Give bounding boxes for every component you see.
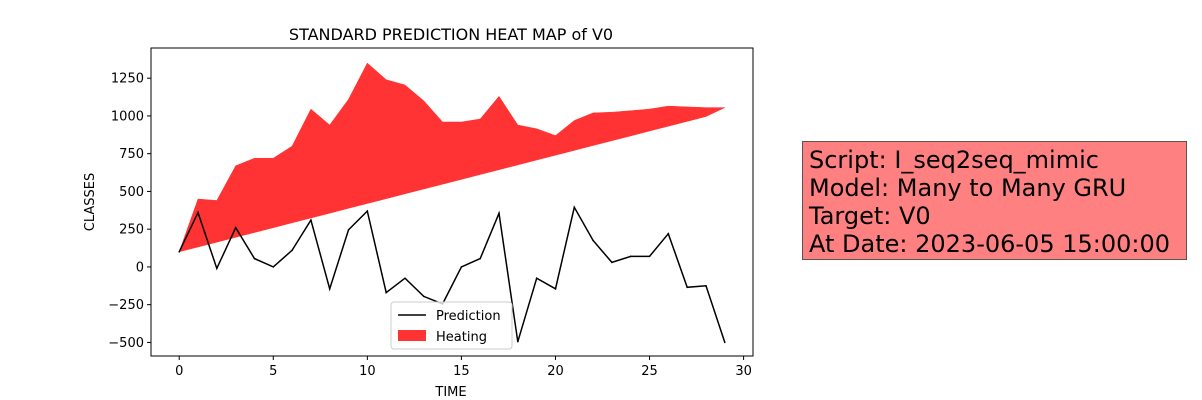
legend-label-heating: Heating [436,330,487,345]
prediction-point [347,229,350,231]
x-tick-label: 20 [547,364,564,379]
prediction-point [723,341,726,344]
prediction-point [216,267,218,270]
x-tick-label: 25 [641,364,658,379]
info-box: Script: I_seq2seq_mimic Model: Many to M… [802,141,1187,260]
prediction-point [535,277,538,280]
x-tick-label: 10 [359,364,376,379]
info-line-target: Target: V0 [809,202,931,230]
info-line-script: Script: I_seq2seq_mimic [809,146,1099,174]
prediction-point [479,257,482,260]
y-tick-label: 500 [119,185,144,200]
prediction-point [498,212,500,215]
y-tick-label: 1250 [111,72,144,87]
prediction-point [291,249,293,252]
y-tick-label: 0 [136,260,144,275]
prediction-point [366,210,369,212]
prediction-point [554,288,557,290]
y-tick-label: 250 [119,223,144,238]
prediction-point [648,255,651,258]
prediction-point [686,286,688,289]
x-axis-title: TIME [434,385,466,400]
info-line-date: At Date: 2023-06-05 15:00:00 [809,230,1171,258]
prediction-point [629,255,632,258]
prediction-point [592,239,594,242]
prediction-point [573,206,576,209]
prediction-point [611,261,613,264]
x-tick-label: 30 [735,364,752,379]
legend-swatch-heating [398,330,426,341]
y-tick-label: −500 [108,336,144,351]
prediction-point [197,211,199,214]
prediction-point [517,340,519,343]
plot-frame [150,47,754,357]
chart-title: STANDARD PREDICTION HEAT MAP of V0 [289,25,613,44]
heating-area [178,62,725,253]
prediction-point [422,295,425,298]
prediction-point [234,226,237,229]
x-tick-label: 5 [269,364,277,379]
prediction-point [310,219,312,221]
legend-label-prediction: Prediction [436,309,501,324]
plot-area [178,62,726,344]
info-line-model: Model: Many to Many GRU [809,174,1127,202]
y-axis-title: CLASSES [83,173,98,231]
x-axis: 0 5 10 15 20 25 30 [175,356,752,379]
prediction-line [178,205,726,343]
legend: Prediction Heating [390,301,513,350]
prediction-point [272,266,275,268]
prediction-point [667,232,670,235]
prediction-point [328,288,331,290]
x-tick-label: 0 [175,364,183,379]
prediction-point [404,277,406,280]
prediction-point [460,266,463,268]
prediction-point [253,257,256,260]
x-tick-label: 15 [453,364,470,379]
prediction-point [385,291,387,294]
y-tick-label: 1000 [111,109,144,124]
y-axis: −500 −250 0 250 500 750 1000 1250 [108,72,151,351]
prediction-point [178,251,181,253]
y-tick-label: 750 [119,147,144,162]
y-tick-label: −250 [108,298,144,313]
prediction-point [705,284,707,287]
